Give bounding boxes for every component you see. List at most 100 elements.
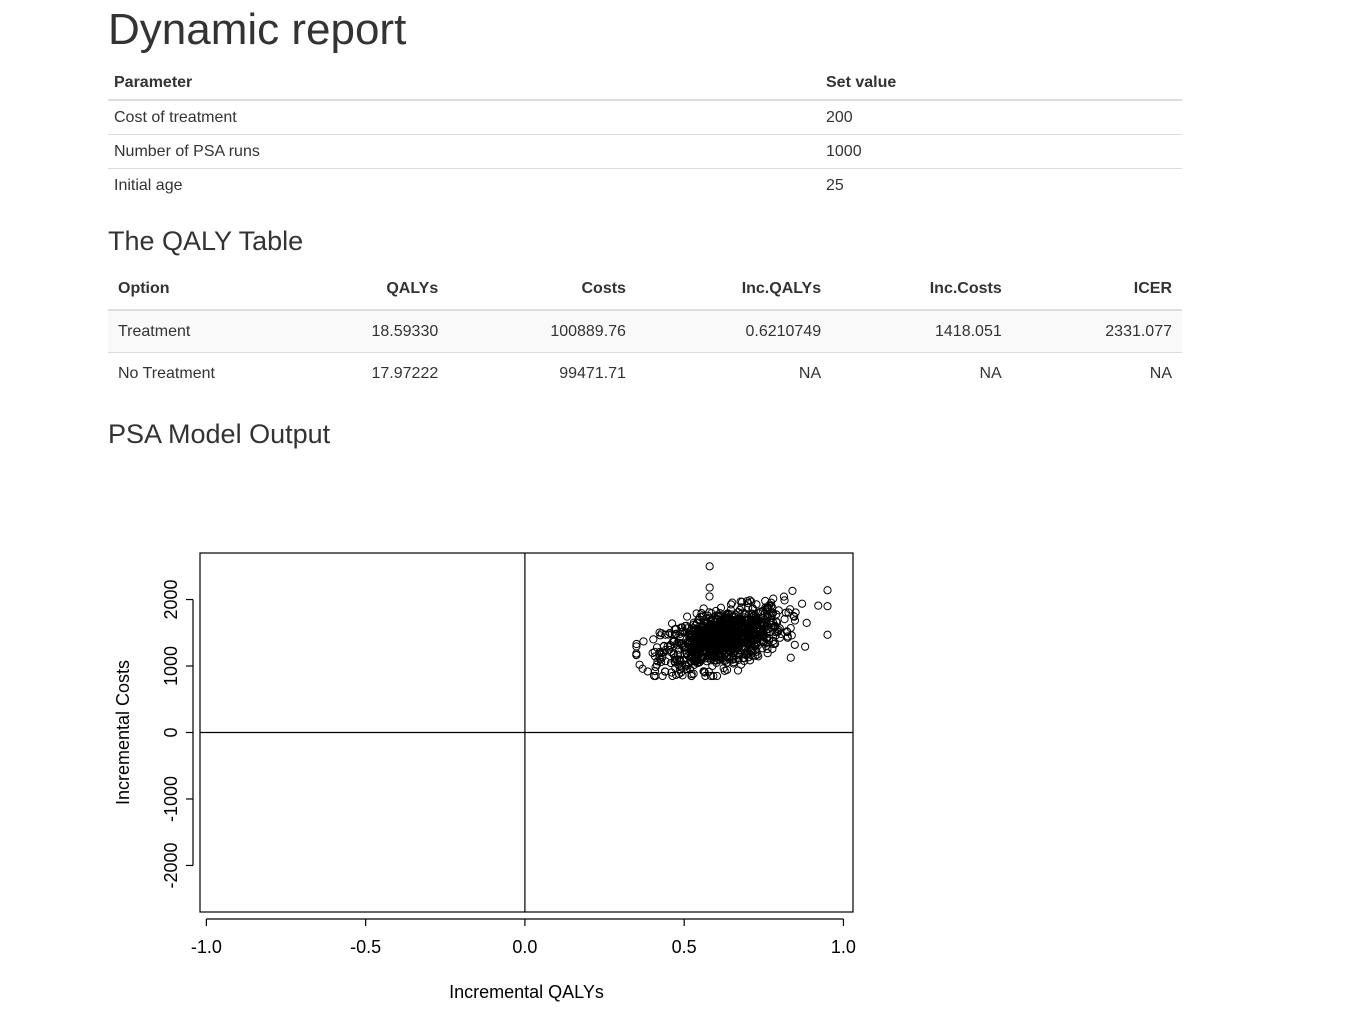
data-point xyxy=(660,667,670,676)
y-tick-label: 2000 xyxy=(161,580,181,620)
data-point xyxy=(775,633,784,642)
data-point xyxy=(651,671,660,681)
qalys-cell: 17.97222 xyxy=(278,352,449,394)
data-point xyxy=(771,631,780,640)
inc-costs-cell: NA xyxy=(831,352,1012,394)
x-tick-label: 0.5 xyxy=(672,937,697,957)
data-point xyxy=(751,651,760,660)
data-point xyxy=(712,611,721,620)
data-point xyxy=(706,671,716,681)
data-point xyxy=(790,640,799,649)
data-point xyxy=(659,648,668,657)
data-point xyxy=(733,616,742,625)
data-point xyxy=(785,605,795,614)
data-point xyxy=(661,657,670,666)
data-point xyxy=(657,657,666,667)
data-point xyxy=(735,642,744,651)
data-point xyxy=(760,615,769,624)
data-point xyxy=(632,649,641,658)
y-tick-label: 0 xyxy=(161,727,181,737)
x-tick-label: 0.0 xyxy=(512,937,537,957)
y-axis-label: Incremental Costs xyxy=(113,660,133,805)
icer-cell: NA xyxy=(1011,352,1182,394)
data-point xyxy=(746,639,755,648)
data-point xyxy=(748,604,758,613)
data-point xyxy=(661,630,670,639)
data-point xyxy=(707,627,716,637)
psa-scatter-plot: -1.0 -0.5 0.0 0.5 1.0 -2000 -1000 0 1000 2000 Incr… xyxy=(113,552,856,1002)
data-point xyxy=(665,645,674,654)
x-tick-label: -0.5 xyxy=(350,937,381,957)
data-point xyxy=(741,650,750,660)
table-row: No Treatment 17.97222 99471.71 NA NA NA xyxy=(108,352,1182,394)
y-tick-label: 1000 xyxy=(161,646,181,686)
data-point xyxy=(711,628,721,637)
data-point xyxy=(638,664,647,673)
data-point xyxy=(685,633,694,643)
data-point xyxy=(667,619,677,628)
data-point xyxy=(772,610,781,619)
data-point xyxy=(754,652,763,661)
data-point xyxy=(702,657,711,666)
data-point xyxy=(650,647,659,656)
costs-cell: 99471.71 xyxy=(448,352,636,394)
data-point xyxy=(771,627,780,637)
data-point xyxy=(685,636,694,645)
data-point xyxy=(659,641,669,650)
parameter-name: Number of PSA runs xyxy=(108,134,820,169)
data-point xyxy=(700,668,709,677)
data-point xyxy=(699,632,709,641)
column-header: Inc.Costs xyxy=(831,269,1012,311)
data-point xyxy=(705,583,714,592)
data-point xyxy=(712,656,721,665)
data-point xyxy=(680,628,689,637)
data-point xyxy=(783,633,792,642)
data-point xyxy=(712,641,721,650)
x-tick-label: -1.0 xyxy=(191,937,222,957)
data-point xyxy=(779,592,789,601)
column-header: Option xyxy=(108,269,278,311)
data-point xyxy=(705,608,714,617)
data-point xyxy=(670,657,679,666)
data-point xyxy=(685,664,695,674)
data-point xyxy=(823,586,832,595)
data-point xyxy=(722,612,731,621)
column-header: Set value xyxy=(820,66,1182,101)
data-point xyxy=(769,594,778,603)
parameters-table: Parameter Set value Cost of treatment 20… xyxy=(108,66,1182,202)
y-tick-label: -1000 xyxy=(161,776,181,822)
data-point xyxy=(667,630,676,639)
data-point xyxy=(723,627,732,636)
parameter-name: Cost of treatment xyxy=(114,108,237,126)
data-point xyxy=(655,647,664,657)
qalys-cell: 18.59330 xyxy=(278,310,449,353)
page-title: Dynamic report xyxy=(108,5,407,54)
data-point xyxy=(722,665,732,674)
data-point xyxy=(699,667,708,676)
data-point xyxy=(823,630,832,639)
data-point xyxy=(746,624,755,633)
option-cell: No Treatment xyxy=(108,352,278,394)
column-header: ICER xyxy=(1011,269,1182,311)
data-point xyxy=(650,667,660,676)
qaly-table-heading: The QALY Table xyxy=(108,226,304,256)
data-point xyxy=(649,635,658,644)
table-header-row: Option QALYs Costs Inc.QALYs Inc.Costs I… xyxy=(108,269,1182,311)
data-point xyxy=(670,637,679,646)
data-point xyxy=(683,612,692,621)
data-point xyxy=(724,646,734,655)
data-point xyxy=(730,636,739,645)
costs-cell: 100889.76 xyxy=(448,310,636,353)
data-point xyxy=(780,596,789,605)
data-point xyxy=(726,627,735,636)
data-point xyxy=(671,670,681,679)
data-point xyxy=(762,641,771,651)
points-layer xyxy=(632,562,832,681)
data-point xyxy=(719,641,728,651)
data-point xyxy=(705,562,714,571)
column-header: Inc.QALYs xyxy=(635,269,832,311)
data-point xyxy=(738,597,747,606)
data-point xyxy=(639,637,648,646)
data-point xyxy=(706,647,715,657)
x-axis-label: Incremental QALYs xyxy=(449,982,604,1002)
